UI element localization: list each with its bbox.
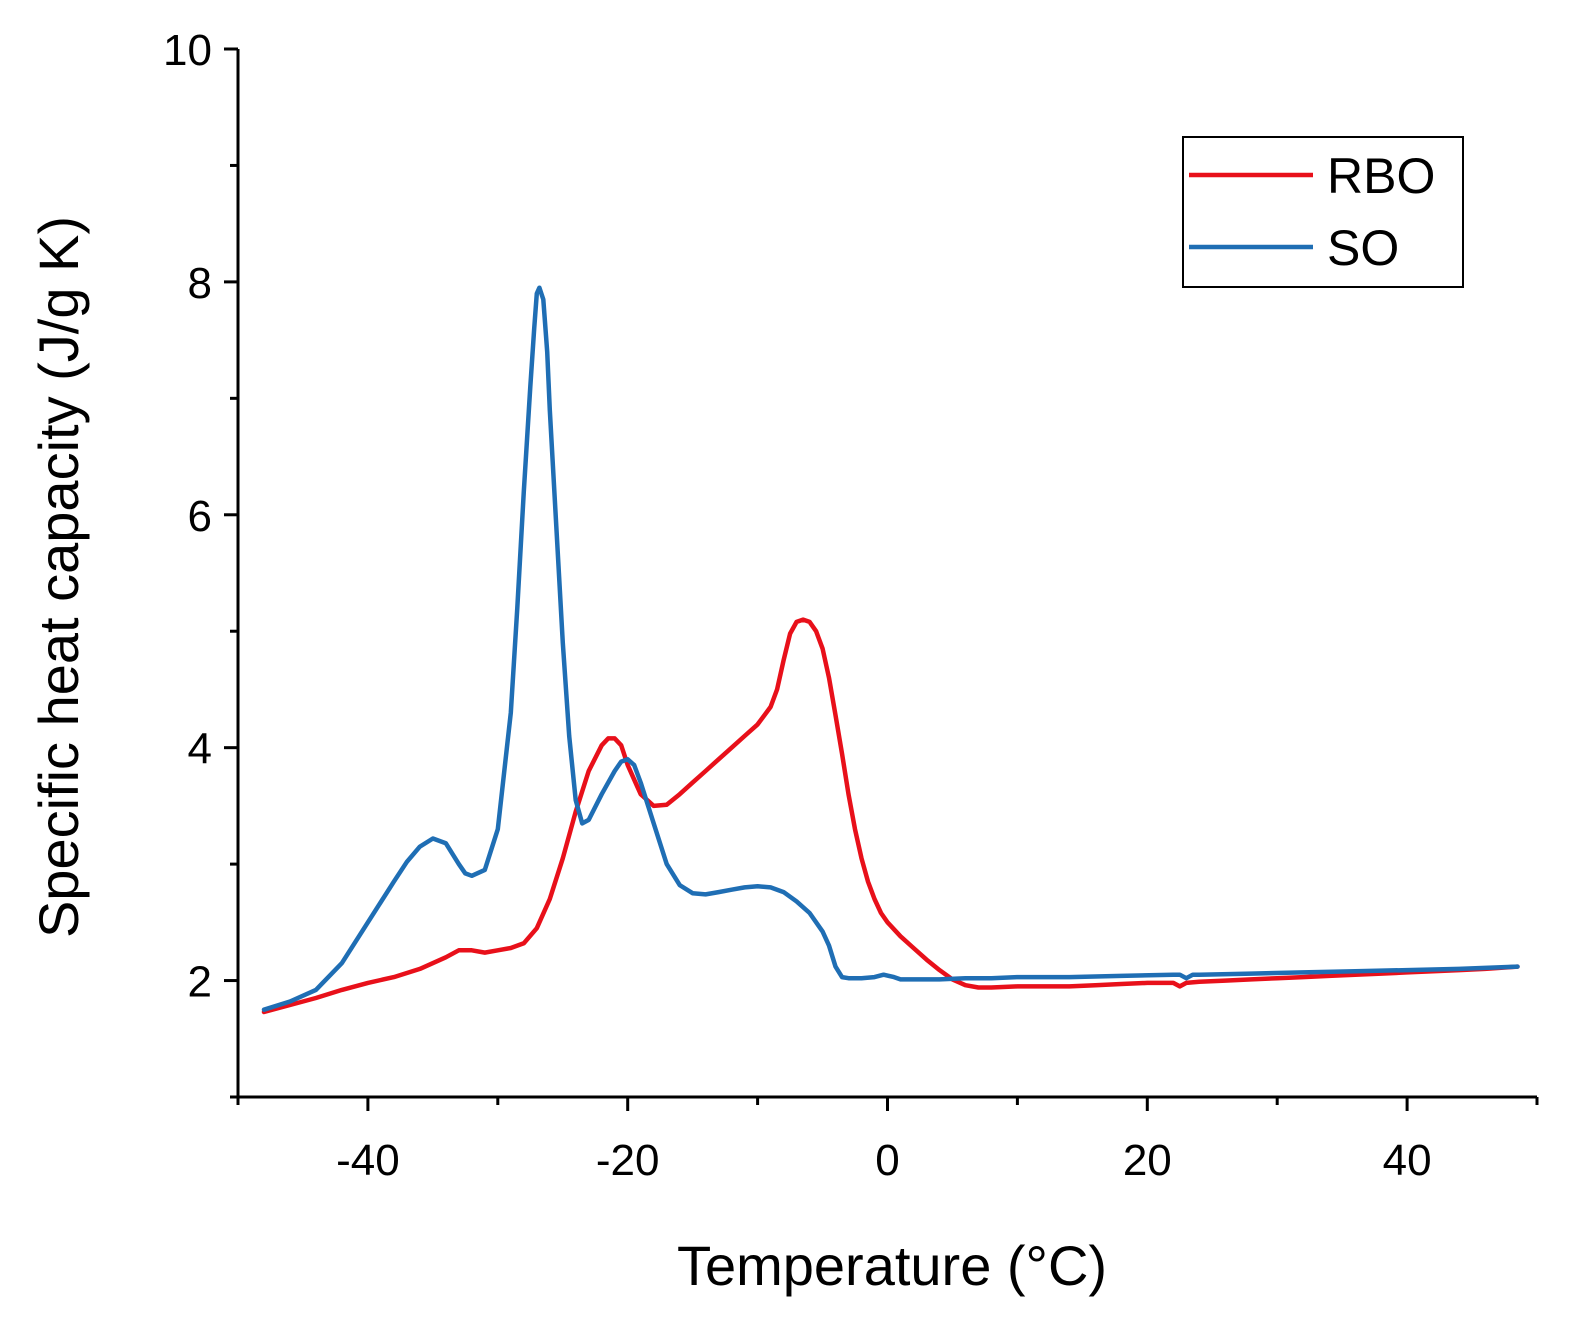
y-tick-label: 10 [163,26,212,75]
series-line-so [261,285,1520,1012]
x-tick-label: -40 [336,1136,400,1185]
legend-label-so: SO [1327,220,1399,276]
y-tick-label: 8 [188,259,212,308]
x-tick-label: 0 [875,1136,899,1185]
x-tick-label: 40 [1383,1136,1432,1185]
y-tick-label: 6 [188,492,212,541]
y-tick-label: 4 [188,725,212,774]
y-tick-label: 2 [188,958,212,1007]
y-axis-title: Specific heat capacity (J/g K) [27,216,90,938]
x-axis-title: Temperature (°C) [677,1234,1107,1297]
legend-box [1182,136,1464,288]
x-tick-label: -20 [596,1136,660,1185]
axes-layer: -40 -20 0 20 40 2 4 6 8 10 [163,26,1539,1185]
series-line-rbo [261,617,1520,1015]
x-tick-label: 20 [1123,1136,1172,1185]
series-layer [261,285,1520,1015]
legend: RBO SO [1182,136,1464,288]
legend-label-rbo: RBO [1327,148,1435,204]
